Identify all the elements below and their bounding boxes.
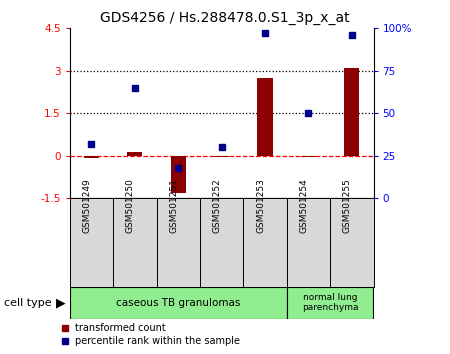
Text: GSM501253: GSM501253	[256, 178, 265, 233]
Bar	[70, 287, 287, 319]
Legend: transformed count, percentile rank within the sample: transformed count, percentile rank withi…	[59, 324, 240, 346]
Bar	[287, 287, 373, 319]
Bar	[344, 68, 360, 156]
Text: GSM501252: GSM501252	[212, 178, 221, 233]
Bar	[200, 198, 243, 287]
Bar	[301, 156, 316, 157]
Bar	[157, 198, 200, 287]
Bar	[214, 156, 229, 157]
Text: GSM501254: GSM501254	[299, 178, 308, 233]
Bar	[113, 198, 157, 287]
Bar	[257, 78, 273, 156]
Bar	[84, 156, 99, 158]
Text: caseous TB granulomas: caseous TB granulomas	[116, 298, 240, 308]
Text: normal lung
parenchyma: normal lung parenchyma	[302, 293, 358, 312]
Text: GSM501251: GSM501251	[169, 178, 178, 233]
Text: ▶: ▶	[56, 296, 66, 309]
Text: GSM501250: GSM501250	[126, 178, 135, 233]
Bar	[171, 156, 186, 193]
Text: GSM501249: GSM501249	[82, 178, 91, 233]
Text: GDS4256 / Hs.288478.0.S1_3p_x_at: GDS4256 / Hs.288478.0.S1_3p_x_at	[100, 11, 350, 25]
Bar	[127, 152, 143, 156]
Text: cell type: cell type	[4, 298, 52, 308]
Bar	[243, 198, 287, 287]
Bar	[70, 198, 113, 287]
Text: GSM501255: GSM501255	[343, 178, 352, 233]
Bar	[330, 198, 374, 287]
Bar	[287, 198, 330, 287]
